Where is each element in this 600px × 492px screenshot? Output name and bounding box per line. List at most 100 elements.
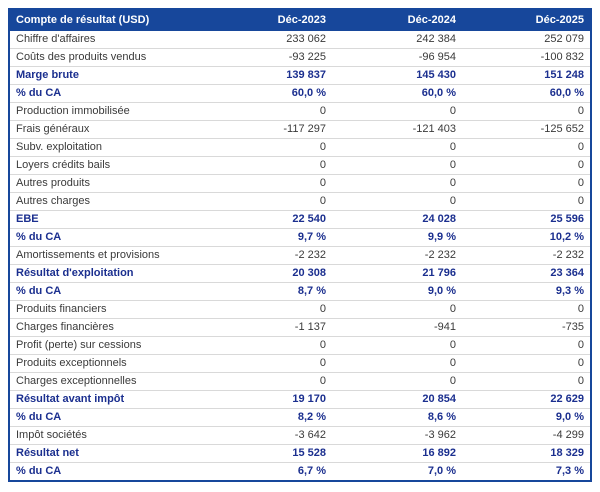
row-value-dec-2023: 0: [319, 196, 326, 207]
row-value-dec-2024: 0: [449, 106, 456, 117]
row-value-dec-2024: 7,0 %: [427, 466, 456, 477]
row-value-dec-2023: -2 232: [294, 250, 326, 261]
row-value-dec-2025: 0: [577, 160, 584, 171]
row-value-dec-2024: 0: [449, 196, 456, 207]
row-value-dec-2025: 0: [577, 376, 584, 387]
table-header-col-dec-2023: Déc-2023: [277, 15, 326, 26]
row-label: Production immobilisée: [16, 106, 130, 117]
table-row: Frais généraux -117 297 -121 403 -125 652: [10, 121, 590, 139]
table-row: EBE 22 540 24 028 25 596: [10, 211, 590, 229]
row-value-dec-2023: 22 540: [292, 214, 326, 225]
row-label: Coûts des produits vendus: [16, 52, 147, 63]
row-value-dec-2025: 25 596: [550, 214, 584, 225]
row-value-dec-2024: 0: [449, 376, 456, 387]
row-label: Impôt sociétés: [16, 430, 87, 441]
row-value-dec-2025: 10,2 %: [549, 232, 584, 243]
row-value-dec-2025: 0: [577, 106, 584, 117]
table-row: Autres produits 0 0 0: [10, 175, 590, 193]
row-label: % du CA: [16, 466, 62, 477]
row-value-dec-2025: 151 248: [544, 70, 584, 81]
income-statement-table: Compte de résultat (USD) Déc-2023 Déc-20…: [8, 8, 592, 482]
table-row: Coûts des produits vendus -93 225 -96 954 -…: [10, 49, 590, 67]
row-value-dec-2024: 0: [449, 142, 456, 153]
row-value-dec-2023: 0: [319, 358, 326, 369]
row-value-dec-2024: 0: [449, 304, 456, 315]
row-value-dec-2024: 0: [449, 358, 456, 369]
row-label: Produits financiers: [16, 304, 107, 315]
table-row: Subv. exploitation 0 0 0: [10, 139, 590, 157]
table-row: Résultat net 15 528 16 892 18 329: [10, 445, 590, 463]
row-value-dec-2025: 0: [577, 178, 584, 189]
row-value-dec-2023: -1 137: [294, 322, 326, 333]
row-value-dec-2024: 145 430: [416, 70, 456, 81]
table-row: Charges financières -1 137 -941 -735: [10, 319, 590, 337]
row-value-dec-2024: -2 232: [424, 250, 456, 261]
row-value-dec-2025: -4 299: [552, 430, 584, 441]
row-label: Frais généraux: [16, 124, 90, 135]
row-label: Autres produits: [16, 178, 90, 189]
row-value-dec-2025: 0: [577, 196, 584, 207]
table-row: Produits exceptionnels 0 0 0: [10, 355, 590, 373]
row-value-dec-2024: -3 962: [424, 430, 456, 441]
row-label: Résultat d'exploitation: [16, 268, 134, 279]
row-value-dec-2023: 0: [319, 304, 326, 315]
row-value-dec-2025: 0: [577, 142, 584, 153]
table-row: Profit (perte) sur cessions 0 0 0: [10, 337, 590, 355]
row-label: Résultat avant impôt: [16, 394, 125, 405]
row-label: Marge brute: [16, 70, 79, 81]
row-value-dec-2023: -117 297: [283, 124, 326, 135]
table-row: Produits financiers 0 0 0: [10, 301, 590, 319]
row-value-dec-2025: 0: [577, 358, 584, 369]
table-row: % du CA 9,7 % 9,9 % 10,2 %: [10, 229, 590, 247]
row-value-dec-2024: 0: [449, 178, 456, 189]
row-value-dec-2023: 19 170: [292, 394, 326, 405]
row-label: % du CA: [16, 412, 62, 423]
row-label: Autres charges: [16, 196, 90, 207]
row-value-dec-2023: -93 225: [288, 52, 326, 63]
table-row: Autres charges 0 0 0: [10, 193, 590, 211]
row-label: Résultat net: [16, 448, 79, 459]
row-value-dec-2024: -96 954: [418, 52, 456, 63]
row-value-dec-2023: 0: [319, 106, 326, 117]
row-value-dec-2024: 242 384: [416, 34, 456, 45]
row-label: Charges exceptionnelles: [16, 376, 137, 387]
row-value-dec-2025: -2 232: [552, 250, 584, 261]
table-header-col-dec-2025: Déc-2025: [535, 15, 584, 26]
row-value-dec-2024: 0: [449, 160, 456, 171]
row-label: % du CA: [16, 286, 62, 297]
row-value-dec-2023: 8,7 %: [297, 286, 326, 297]
row-label: Subv. exploitation: [16, 142, 103, 153]
row-label: Amortissements et provisions: [16, 250, 160, 261]
table-row: Résultat avant impôt 19 170 20 854 22 629: [10, 391, 590, 409]
table-row: Chiffre d'affaires 233 062 242 384 252 079: [10, 31, 590, 49]
table-row: Amortissements et provisions -2 232 -2 232…: [10, 247, 590, 265]
row-value-dec-2025: 0: [577, 340, 584, 351]
row-value-dec-2023: 6,7 %: [297, 466, 326, 477]
row-value-dec-2025: -100 832: [540, 52, 584, 63]
table-body: Chiffre d'affaires 233 062 242 384 252 079 C…: [10, 31, 590, 480]
row-value-dec-2024: 0: [449, 340, 456, 351]
row-value-dec-2024: 20 854: [422, 394, 456, 405]
row-value-dec-2025: 18 329: [550, 448, 584, 459]
table-row: Marge brute 139 837 145 430 151 248: [10, 67, 590, 85]
table-row: Charges exceptionnelles 0 0 0: [10, 373, 590, 391]
row-value-dec-2025: 22 629: [550, 394, 584, 405]
row-value-dec-2023: -3 642: [294, 430, 326, 441]
row-value-dec-2025: 252 079: [544, 34, 584, 45]
row-value-dec-2023: 0: [319, 160, 326, 171]
table-header-col-dec-2024: Déc-2024: [407, 15, 456, 26]
row-value-dec-2023: 15 528: [292, 448, 326, 459]
row-value-dec-2023: 0: [319, 178, 326, 189]
row-label: % du CA: [16, 232, 62, 243]
row-value-dec-2024: 60,0 %: [421, 88, 456, 99]
row-label: Profit (perte) sur cessions: [16, 340, 142, 351]
row-value-dec-2023: 0: [319, 376, 326, 387]
row-value-dec-2024: 16 892: [422, 448, 456, 459]
row-value-dec-2024: 21 796: [422, 268, 456, 279]
row-label: EBE: [16, 214, 39, 225]
row-value-dec-2024: 9,9 %: [427, 232, 456, 243]
row-value-dec-2025: 9,3 %: [555, 286, 584, 297]
row-label: Chiffre d'affaires: [16, 34, 96, 45]
row-value-dec-2024: 8,6 %: [427, 412, 456, 423]
row-value-dec-2023: 60,0 %: [291, 88, 326, 99]
